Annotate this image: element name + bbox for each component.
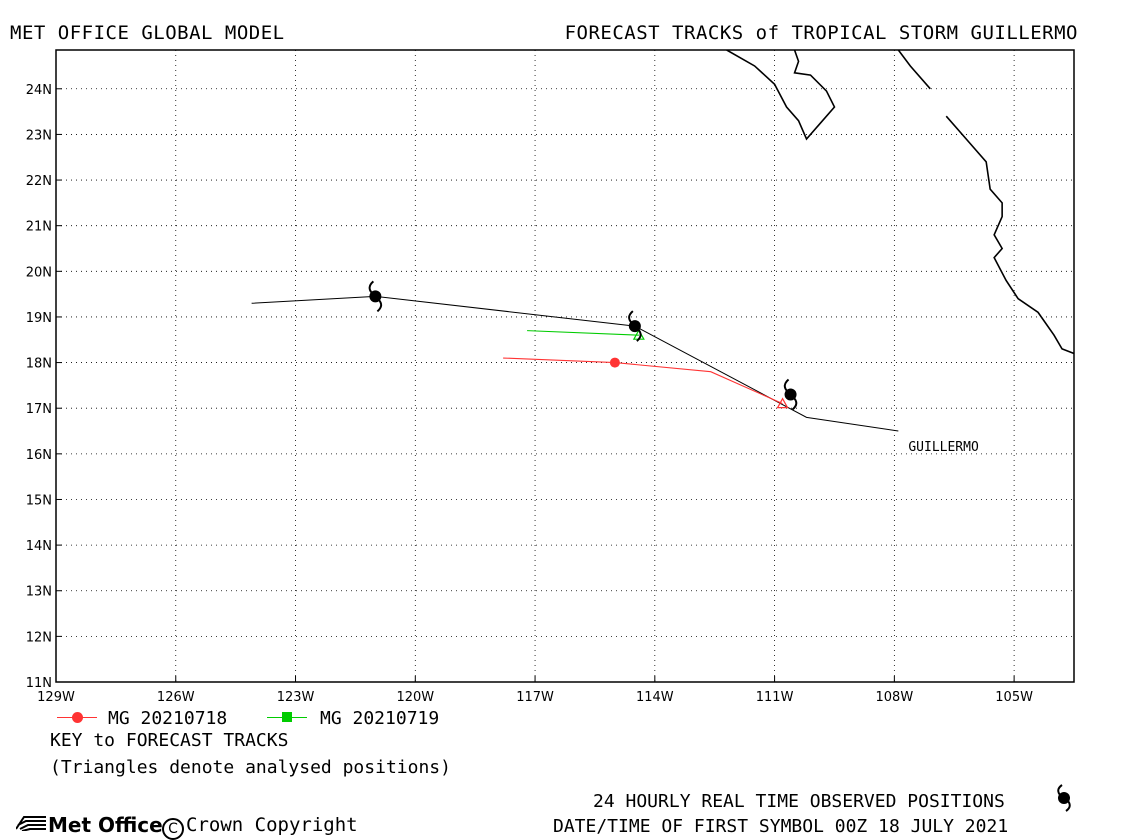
x-tick-label: 120W: [396, 690, 434, 705]
crown-copyright: C Crown Copyright: [162, 814, 358, 840]
storm-symbol-arm: [783, 378, 790, 393]
y-tick-label: 16N: [26, 448, 52, 463]
legend-triangle-note: (Triangles denote analysed positions): [50, 757, 451, 778]
storm-symbol-icon: [1057, 784, 1071, 812]
map-title-left: MET OFFICE GLOBAL MODEL: [10, 22, 285, 44]
y-tick-label: 12N: [26, 630, 52, 645]
met-office-logo-text: Met Office: [48, 813, 163, 837]
forecast-track-marker: [609, 357, 620, 368]
y-tick-label: 24N: [26, 83, 52, 98]
forecast-track-line: [527, 330, 639, 336]
coastline: [945, 115, 1074, 355]
storm-name-label: GUILLERMO: [908, 440, 979, 455]
storm-symbol-arm: [791, 396, 798, 411]
y-tick-label: 11N: [26, 676, 52, 691]
map-title-right: FORECAST TRACKS of TROPICAL STORM GUILLE…: [564, 22, 1078, 44]
legend-item-mg-20210719: MG 20210719: [320, 708, 440, 729]
y-tick-label: 19N: [26, 311, 52, 326]
coastline: [726, 50, 836, 141]
y-tick-label: 20N: [26, 265, 52, 280]
coastline: [897, 50, 931, 90]
x-tick-label: 108W: [876, 690, 914, 705]
observed-positions-note: 24 HOURLY REAL TIME OBSERVED POSITIONS: [593, 791, 1005, 812]
x-tick-label: 126W: [157, 690, 195, 705]
storm-symbol-arm: [376, 298, 383, 313]
x-tick-label: 129W: [37, 690, 75, 705]
y-tick-label: 15N: [26, 493, 52, 508]
y-tick-label: 22N: [26, 174, 52, 189]
copyright-icon: C: [162, 818, 184, 840]
y-tick-label: 21N: [26, 220, 52, 235]
met-office-logo: Met Office: [15, 812, 163, 837]
datetime-note: DATE/TIME OF FIRST SYMBOL 00Z 18 JULY 20…: [553, 816, 1009, 837]
forecast-track-line: [503, 357, 783, 405]
x-tick-label: 114W: [636, 690, 674, 705]
y-tick-label: 14N: [26, 539, 52, 554]
y-tick-label: 13N: [26, 585, 52, 600]
analysed-position-triangle: [776, 397, 789, 409]
met-office-logo-icon: [15, 812, 46, 832]
legend-red-circle-marker: [72, 712, 83, 723]
coastline-group: [726, 50, 1074, 355]
x-tick-label: 111W: [756, 690, 794, 705]
storm-symbol-arm: [368, 280, 375, 295]
legend-key-title: KEY to FORECAST TRACKS: [50, 730, 289, 751]
y-tick-label: 23N: [26, 128, 52, 143]
x-tick-label: 117W: [516, 690, 554, 705]
storm-symbol-arm: [636, 328, 642, 342]
legend-green-square-marker: [282, 712, 292, 722]
x-tick-label: 105W: [995, 690, 1033, 705]
y-tick-label: 17N: [26, 402, 52, 417]
y-tick-label: 18N: [26, 357, 52, 372]
legend-item-mg-20210718: MG 20210718: [108, 708, 228, 729]
x-tick-label: 123W: [277, 690, 315, 705]
plot-frame: [55, 49, 1075, 683]
storm-symbol-arm: [628, 310, 634, 324]
copyright-text: Crown Copyright: [186, 814, 358, 836]
